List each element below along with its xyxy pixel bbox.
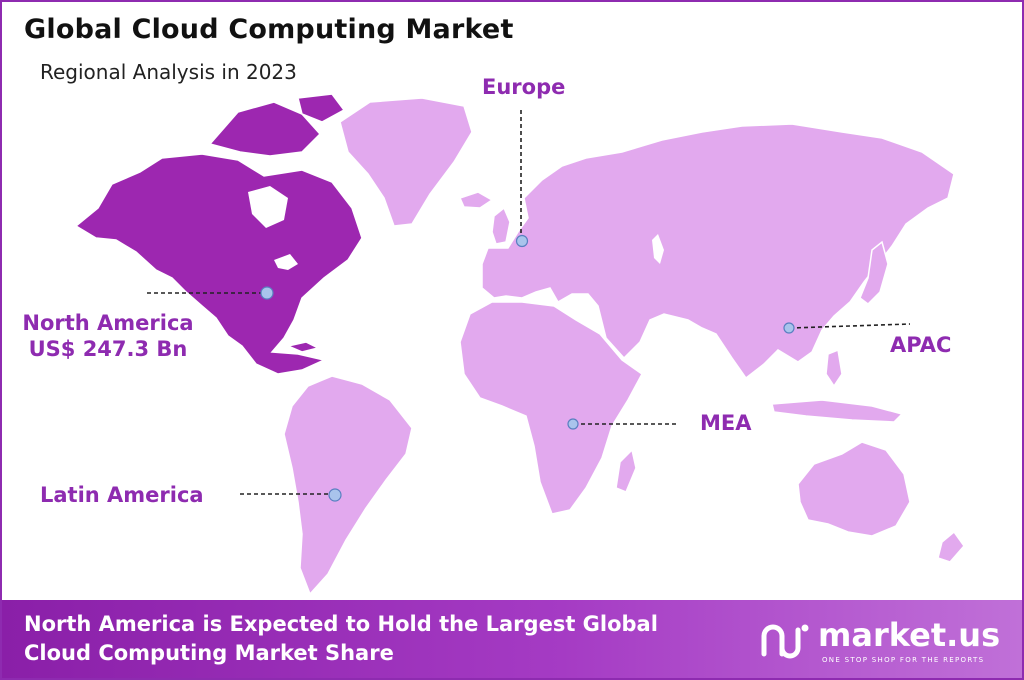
indonesia-land (771, 399, 904, 423)
caribbean-land (285, 341, 321, 353)
world-map (74, 93, 965, 596)
apac-marker (783, 322, 795, 334)
footer-headline-line2: Cloud Computing Market Share (24, 641, 394, 665)
north-america-region (74, 93, 363, 375)
inland-water (248, 186, 664, 270)
north-america-value: US$ 247.3 Bn (28, 337, 188, 361)
land-masses (283, 97, 965, 596)
latin-america-marker (328, 488, 342, 502)
chart-title: Global Cloud Computing Market (24, 14, 514, 45)
great-lakes (274, 254, 298, 270)
latin-america-label: Latin America (40, 483, 204, 507)
new-zealand-land (937, 530, 965, 563)
iceland-land (458, 191, 494, 209)
apac-leader-line (789, 323, 911, 329)
north-america-marker (260, 286, 274, 300)
arctic-islands-land (208, 101, 322, 157)
eurasia-land (481, 123, 955, 380)
japan-land (859, 240, 889, 305)
brand-name: market.us (818, 616, 1001, 654)
caspian-sea (652, 234, 664, 264)
footer-headline-line1: North America is Expected to Hold the La… (24, 612, 658, 636)
apac-label: APAC (890, 333, 952, 357)
leader-lines (147, 110, 911, 495)
europe-marker (515, 234, 529, 248)
footer-headline: North America is Expected to Hold the La… (24, 610, 724, 668)
brand-mark-icon (761, 624, 809, 659)
north-america-label: North America (22, 311, 194, 335)
mea-marker (567, 418, 579, 430)
location-markers (260, 234, 795, 502)
africa-land (459, 301, 643, 515)
australia-land (797, 441, 911, 537)
mea-label: MEA (700, 411, 752, 435)
footer-banner: North America is Expected to Hold the La… (2, 600, 1022, 678)
philippines-land (825, 348, 843, 388)
greenland-land (339, 97, 473, 227)
hudson-bay (248, 186, 288, 228)
brand-logo[interactable]: market.us ONE STOP SHOP FOR THE REPORTS (758, 616, 1008, 666)
brand-tagline: ONE STOP SHOP FOR THE REPORTS (822, 656, 985, 664)
south-america-land (283, 375, 413, 596)
europe-label: Europe (482, 75, 566, 99)
chart-subtitle: Regional Analysis in 2023 (40, 60, 297, 84)
uk-land (491, 206, 511, 245)
north-america-land (74, 153, 363, 375)
arctic-island-small (297, 93, 346, 123)
madagascar-land (615, 448, 637, 493)
north-america-callout: North America US$ 247.3 Bn (14, 310, 202, 362)
